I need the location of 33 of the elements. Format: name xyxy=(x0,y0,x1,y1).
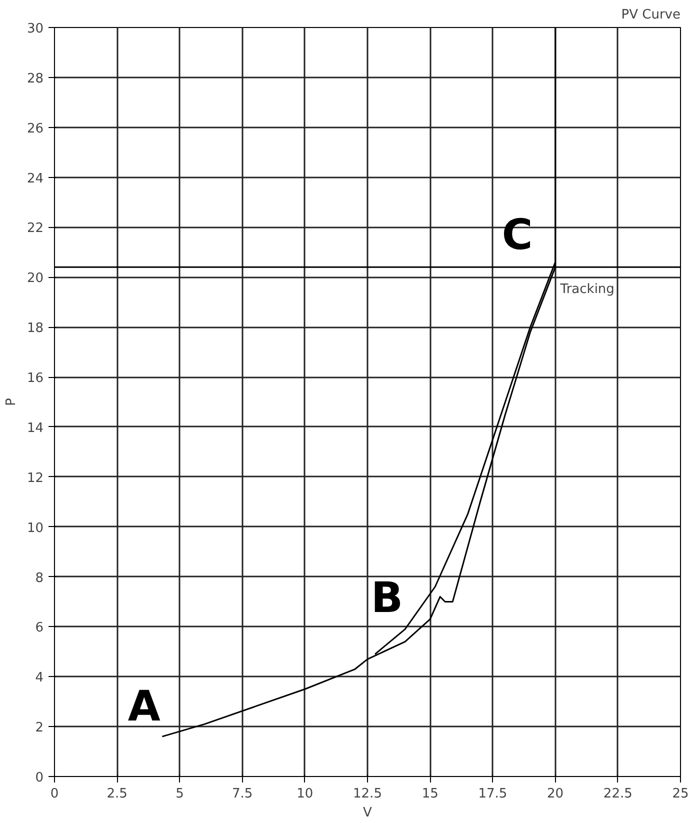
y-tick-label: 2 xyxy=(35,720,44,736)
x-tick-label: 22.5 xyxy=(603,786,632,802)
y-tick-label: 4 xyxy=(35,670,44,686)
y-axis-title: P xyxy=(4,398,19,406)
y-tick-label: 12 xyxy=(26,470,44,486)
y-tick-label: 8 xyxy=(35,570,44,586)
x-axis-title: V xyxy=(363,806,372,820)
x-tick-label: 10 xyxy=(296,786,314,802)
x-tick-label: 20 xyxy=(547,786,564,802)
annotation: A xyxy=(128,682,161,731)
y-tick-label: 18 xyxy=(26,321,44,336)
y-tick-label: 10 xyxy=(26,520,44,536)
x-tick-label: 25 xyxy=(672,786,689,802)
x-tick-label: 7.5 xyxy=(232,786,253,802)
y-tick-label: 6 xyxy=(35,620,44,636)
y-tick-label: 16 xyxy=(26,371,44,386)
y-tick-label: 28 xyxy=(26,71,44,86)
x-tick-label: 17.5 xyxy=(478,786,508,802)
y-tick-label: 20 xyxy=(26,271,44,286)
y-tick-label: 30 xyxy=(26,22,44,36)
x-tick-label: 0 xyxy=(50,786,59,802)
y-tick-label: 24 xyxy=(26,171,44,186)
y-tick-label: 14 xyxy=(26,420,44,436)
x-tick-label: 15 xyxy=(422,786,438,802)
x-tick-label: 5 xyxy=(176,786,184,802)
y-tick-label: 22 xyxy=(26,221,44,236)
x-tick-label: 12.5 xyxy=(353,786,382,802)
y-tick-label: 26 xyxy=(26,121,44,136)
y-tick-label: 0 xyxy=(35,770,44,786)
annotation: B xyxy=(371,573,404,622)
x-tick-label: 2.5 xyxy=(106,786,128,802)
ref-line-label: Tracking xyxy=(559,282,614,298)
chart-title: PV Curve xyxy=(621,8,680,22)
